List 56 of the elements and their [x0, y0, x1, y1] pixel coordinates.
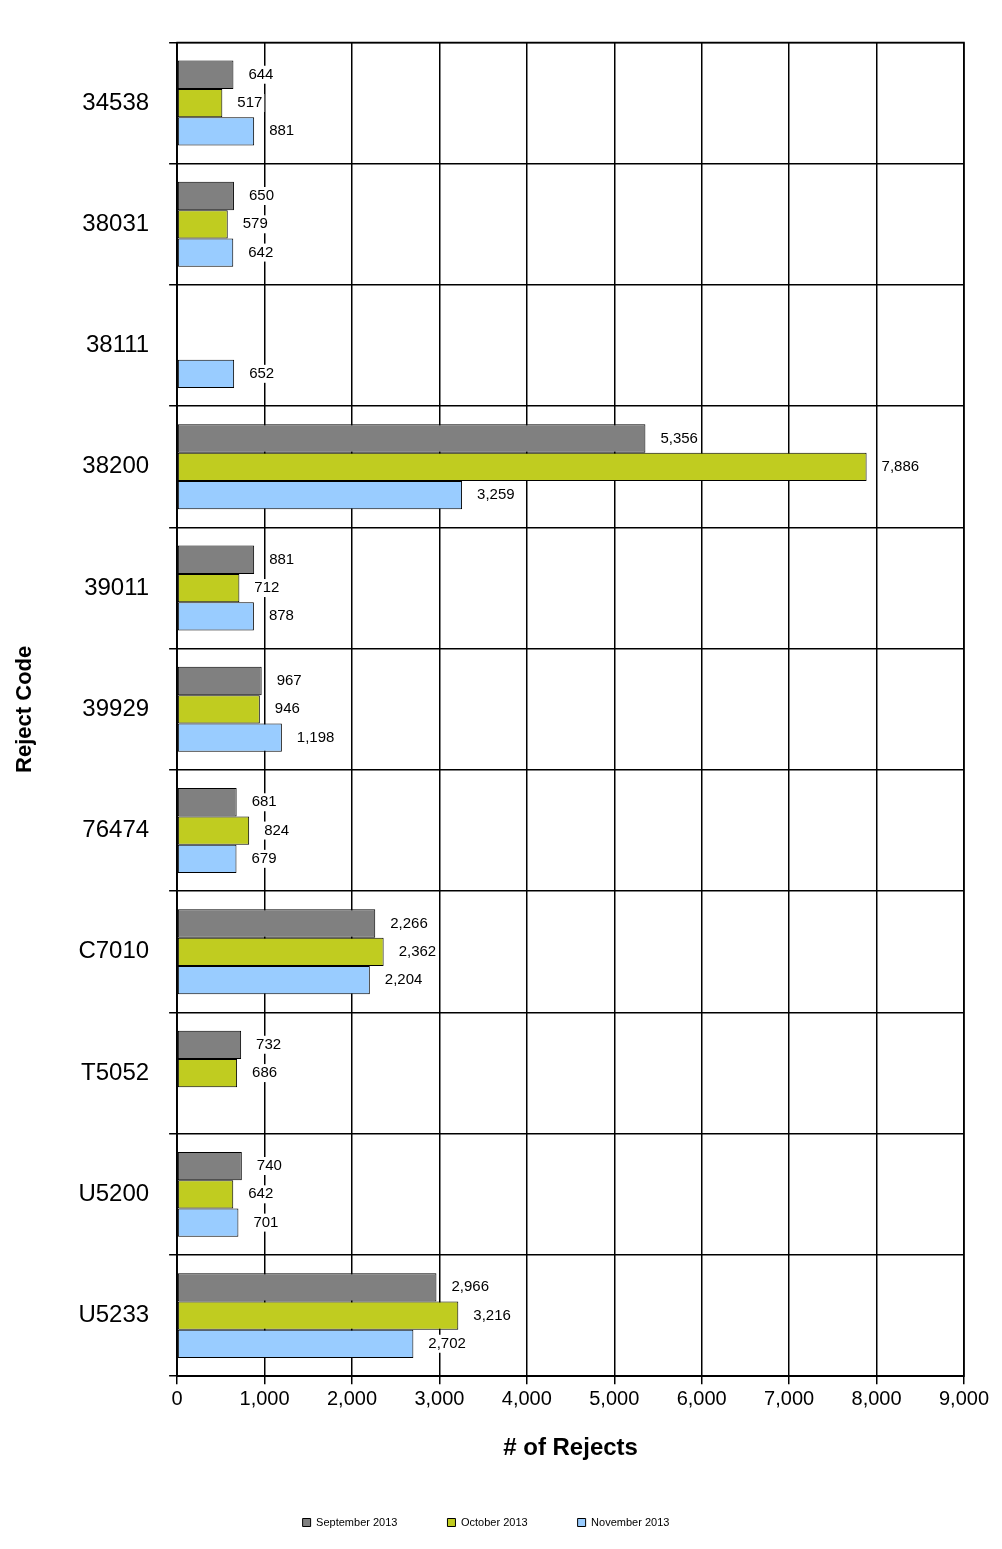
- data-label: 644: [248, 64, 274, 82]
- data-label: 681: [251, 792, 277, 810]
- data-label: 967: [276, 671, 302, 689]
- data-label: 712: [254, 578, 280, 596]
- legend-label: October 2013: [460, 1515, 528, 1528]
- data-label: 642: [248, 242, 274, 260]
- data-label: 1,198: [296, 727, 335, 745]
- data-label: 2,966: [451, 1277, 489, 1295]
- legend-label: November 2013: [591, 1515, 670, 1528]
- y-tick-label: 38111: [85, 330, 150, 358]
- data-label: 2,266: [390, 913, 428, 931]
- y-tick-label: 34538: [82, 87, 150, 115]
- data-label: 881: [269, 549, 295, 567]
- data-label: 3,216: [473, 1305, 511, 1323]
- data-label: 7,886: [881, 456, 920, 474]
- x-tick-label: 8,000: [851, 1386, 902, 1409]
- x-tick-label: 1,000: [239, 1386, 290, 1409]
- data-label: 642: [248, 1184, 274, 1202]
- data-label: 878: [268, 606, 294, 624]
- data-label: 2,702: [428, 1334, 466, 1352]
- data-label: 517: [237, 93, 263, 111]
- y-tick-label: 76474: [82, 815, 150, 843]
- data-label: 732: [256, 1034, 282, 1052]
- y-tick-label: U5200: [78, 1178, 150, 1206]
- x-tick-label: 4,000: [501, 1386, 552, 1409]
- data-label: 650: [248, 186, 274, 204]
- data-label: 5,356: [660, 428, 698, 446]
- data-label: 740: [256, 1156, 282, 1174]
- y-tick-label: 39929: [82, 693, 150, 721]
- y-tick-label: U5233: [78, 1300, 150, 1328]
- data-label: 701: [253, 1212, 279, 1230]
- x-tick-label: 3,000: [414, 1386, 465, 1409]
- y-tick-label: C7010: [78, 936, 150, 964]
- y-tick-label: T5052: [81, 1057, 150, 1085]
- x-tick-label: 6,000: [676, 1386, 727, 1409]
- data-label: 2,204: [384, 970, 423, 988]
- x-axis-title: # of Rejects: [503, 1433, 638, 1461]
- x-tick-label: 0: [171, 1386, 183, 1409]
- x-tick-label: 7,000: [764, 1386, 815, 1409]
- x-tick-label: 9,000: [938, 1386, 990, 1409]
- data-label: 686: [252, 1063, 278, 1081]
- data-label: 652: [249, 363, 275, 381]
- data-label: 579: [242, 214, 268, 232]
- legend-label: September 2013: [316, 1515, 398, 1528]
- data-label: 3,259: [477, 485, 515, 503]
- y-tick-label: 38200: [82, 451, 150, 479]
- x-tick-label: 2,000: [326, 1386, 378, 1409]
- data-label: 946: [274, 699, 300, 717]
- data-label: 679: [251, 848, 277, 866]
- y-axis-title: Reject Code: [11, 645, 37, 773]
- data-label: 881: [269, 121, 295, 139]
- data-label: 824: [264, 820, 290, 838]
- data-label: 2,362: [398, 941, 437, 959]
- y-tick-label: 38031: [82, 208, 150, 236]
- x-tick-label: 5,000: [589, 1386, 640, 1409]
- y-tick-label: 39011: [84, 572, 150, 600]
